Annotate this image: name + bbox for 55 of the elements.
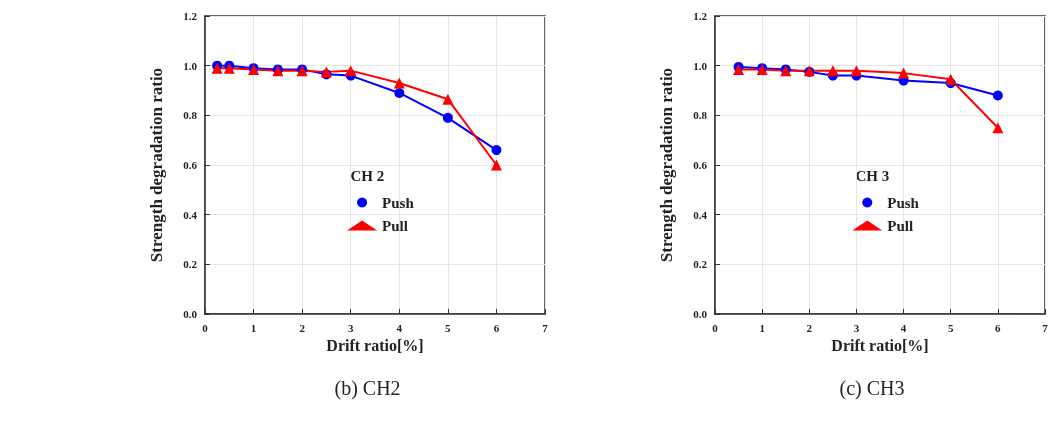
legend-label: Push [887,194,920,211]
point [992,90,1003,101]
y-tick-label: 0.6 [693,159,708,171]
x-tick-label: 3 [347,321,354,334]
y-tick-label: 1.0 [693,59,708,72]
point [850,65,862,77]
point [898,67,910,79]
y-tick-label: 0.0 [183,308,198,320]
legend-label: Pull [887,217,914,234]
x-tick-label: 2 [806,321,813,334]
y-tick-label: 0.0 [693,308,708,320]
x-tick-label: 3 [853,321,860,334]
y-tick-label: 1.2 [693,10,708,22]
point [442,93,454,105]
y-axis-title: Strength degradation ratio [147,67,166,263]
x-tick-label: 4 [396,321,403,334]
point [442,112,453,123]
x-tick-label: 2 [299,321,306,334]
y-tick-label: 0.2 [693,258,708,271]
x-axis-title: Drift ratio[%] [831,337,929,355]
text: (c) CH3 [839,377,905,400]
point [345,65,357,77]
point [491,145,502,156]
x-tick-label: 5 [947,321,954,334]
point [945,73,957,85]
x-tick-label: 1 [250,321,257,334]
legend-title: CH 3 [855,167,890,184]
y-tick-label: 0.8 [693,109,708,122]
x-tick-label: 0 [202,321,209,334]
y-tick-label: 1.2 [183,10,198,22]
legend-title: CH 2 [350,167,385,184]
x-tick-label: 6 [493,321,500,334]
point [992,122,1004,134]
x-axis-title: Drift ratio[%] [326,337,424,355]
point [490,159,502,171]
x-tick-label: 4 [900,321,907,334]
y-tick-label: 0.6 [183,159,198,171]
y-tick-label: 0.2 [183,258,198,271]
x-tick-label: 7 [1042,321,1049,334]
x-tick-label: 6 [995,321,1002,334]
y-tick-label: 0.4 [183,208,198,221]
point [393,77,405,89]
x-tick-label: 7 [542,321,549,334]
x-tick-label: 5 [445,321,452,334]
x-tick-label: 1 [759,321,765,334]
x-tick-label: 0 [712,321,719,334]
point [394,87,405,98]
y-tick-label: 0.4 [693,208,708,221]
legend-label: Pull [382,217,408,234]
y-tick-label: 1.0 [183,59,198,72]
text: (b) CH2 [334,377,401,400]
y-tick-label: 0.8 [183,109,198,122]
point [827,65,839,77]
y-axis-title: Strength degradation ratio [657,67,676,263]
legend-label: Push [382,194,415,211]
